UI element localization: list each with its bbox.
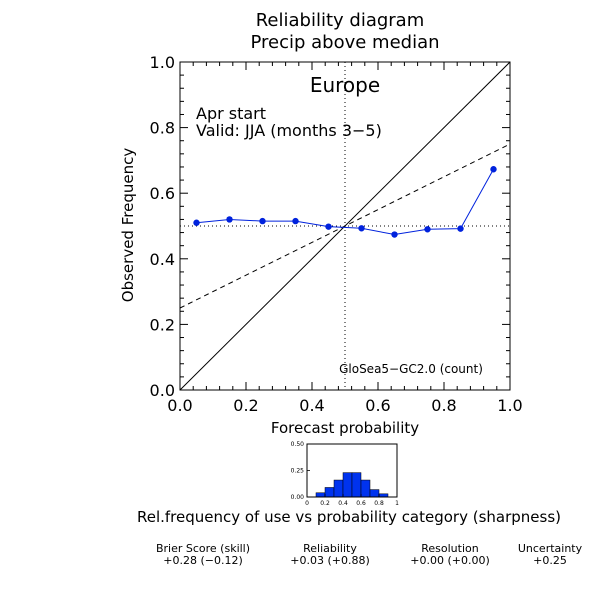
sharpness-bar [342, 472, 353, 498]
score-value: +0.00 (+0.00) [410, 554, 490, 567]
score-name: Brier Score (skill) [156, 542, 250, 555]
sharpness-bar [351, 472, 362, 498]
y-tick-label: 0.8 [150, 119, 175, 138]
reliability-point [325, 223, 332, 230]
x-tick-label: 0.4 [299, 396, 324, 415]
reliability-point [358, 225, 365, 232]
score-name: Reliability [303, 542, 357, 555]
score-reliability: Reliability +0.03 (+0.88) [290, 542, 370, 567]
model-label: GloSea5−GC2.0 (count) [339, 362, 483, 376]
plot-border [179, 61, 511, 391]
sharpness-caption: Rel.frequency of use vs probability cate… [137, 508, 561, 526]
x-tick-label: 0.6 [365, 396, 390, 415]
y-tick-label: 0.4 [150, 250, 175, 269]
inset-x-tick-label: 0.6 [356, 500, 366, 507]
reliability-point [490, 166, 497, 173]
reliability-point [193, 219, 200, 226]
valid-label: Valid: JJA (months 3−5) [196, 121, 382, 140]
score-resolution: Resolution +0.00 (+0.00) [410, 542, 490, 567]
inset-y-tick-label: 0.50 [291, 441, 305, 448]
sharpness-histogram: 0 0.2 0.4 0.6 0.8 1 0.00 0.25 0.50 [291, 441, 399, 507]
x-tick-label: 1.0 [497, 396, 522, 415]
sharpness-bar [360, 479, 371, 498]
y-tick-label: 0.2 [150, 315, 175, 334]
score-value: +0.25 [533, 554, 567, 567]
inset-y-tick-label: 0.00 [291, 494, 305, 501]
score-brier: Brier Score (skill) +0.28 (−0.12) [156, 542, 250, 567]
chart-subtitle: Precip above median [250, 32, 439, 53]
start-label: Apr start [196, 104, 266, 123]
sharpness-bar [315, 492, 326, 498]
score-name: Uncertainty [518, 542, 583, 555]
reliability-point [424, 226, 431, 233]
reliability-point [292, 217, 299, 225]
inset-y-tick-label: 0.25 [291, 468, 305, 475]
inset-x-tick-label: 1 [395, 500, 399, 507]
x-tick-label: 0.8 [431, 396, 456, 415]
y-tick-label: 1.0 [150, 53, 175, 72]
sharpness-bar [324, 487, 335, 498]
reliability-point [457, 225, 464, 232]
region-label: Europe [310, 73, 380, 97]
reliability-point [391, 231, 398, 238]
inset-x-tick-label: 0 [305, 500, 309, 507]
plot-frame [179, 61, 511, 391]
reliability-curve [196, 169, 494, 236]
y-axis-label: Observed Frequency [119, 148, 137, 303]
y-tick-label: 0.6 [150, 184, 175, 203]
chart-title: Reliability diagram [256, 10, 425, 31]
inset-x-tick-label: 0.2 [320, 500, 330, 507]
x-tick-label: 0.2 [233, 396, 258, 415]
score-uncertainty: Uncertainty +0.25 [518, 542, 583, 567]
score-name: Resolution [421, 542, 479, 555]
sharpness-bar [369, 489, 380, 498]
reliability-point [259, 217, 266, 225]
score-value: +0.03 (+0.88) [290, 554, 370, 567]
inset-x-tick-label: 0.8 [374, 500, 384, 507]
reliability-point [226, 216, 233, 223]
score-value: +0.28 (−0.12) [163, 554, 243, 567]
reliability-series [193, 166, 497, 238]
inset-x-tick-label: 0.4 [338, 500, 348, 507]
x-axis-label: Forecast probability [271, 419, 419, 437]
axis-ticks: 0.0 0.2 0.4 0.6 0.8 1.0 0.0 0.2 0.4 0.6 0.8 1.0 [150, 53, 523, 415]
sharpness-bar [333, 479, 344, 498]
reference-lines [179, 61, 511, 391]
y-tick-label: 0.0 [150, 381, 175, 400]
x-tick-label: 0.0 [167, 396, 192, 415]
